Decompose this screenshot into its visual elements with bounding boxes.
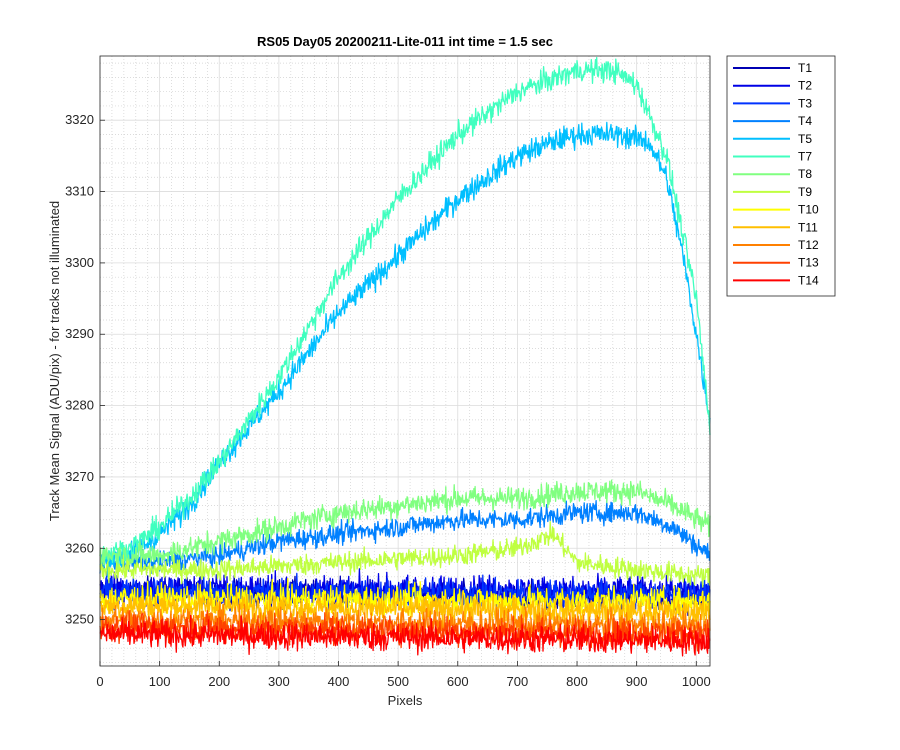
legend-label-t14: T14 (798, 273, 819, 287)
legend: T1 T2 T3 T4 T5 T7 T8 T9 T10 T11 T12 T13 T14 (726, 55, 836, 297)
y-tick-label: 3320 (65, 112, 94, 127)
series-line-t14 (99, 614, 711, 657)
legend-label-t11: T11 (798, 220, 818, 234)
legend-label-t1: T1 (798, 61, 812, 75)
x-tick-label: 1000 (682, 674, 711, 689)
y-tick-label: 3310 (65, 184, 94, 199)
plot-frame (99, 55, 711, 667)
x-tick-label: 900 (626, 674, 648, 689)
series-line-t5 (99, 121, 711, 578)
legend-label-t12: T12 (798, 238, 819, 252)
y-tick-label: 3280 (65, 398, 94, 413)
y-tick-label: 3250 (65, 612, 94, 627)
series-line-t4 (99, 499, 711, 576)
series-line-t12 (99, 601, 711, 644)
y-tick-label: 3260 (65, 540, 94, 555)
x-tick-label: 100 (149, 674, 171, 689)
x-tick-label: 800 (566, 674, 588, 689)
legend-label-t13: T13 (798, 256, 819, 270)
legend-label-t7: T7 (798, 150, 812, 164)
x-tick-label: 300 (268, 674, 290, 689)
x-tick-label: 600 (447, 674, 469, 689)
chart-title: RS05 Day05 20200211-Lite-011 int time = … (257, 34, 553, 49)
major-grid (99, 56, 710, 666)
series-line-t8 (99, 479, 711, 571)
x-axis: 0 100 200 300 400 500 600 700 800 900 1000 (96, 661, 711, 689)
legend-label-t3: T3 (798, 96, 812, 110)
legend-label-t2: T2 (798, 79, 812, 93)
series-line-t7 (99, 56, 711, 567)
y-axis-label: Track Mean Signal (ADU/pix) - for tracks… (47, 201, 62, 521)
x-tick-label: 0 (96, 674, 103, 689)
y-tick-label: 3290 (65, 326, 94, 341)
legend-label-t10: T10 (798, 203, 819, 217)
series-line-t9 (99, 520, 711, 588)
series-lines (99, 56, 711, 657)
legend-label-t8: T8 (798, 167, 812, 181)
y-axis: 3250 3260 3270 3280 3290 3300 3310 3320 (65, 112, 105, 627)
legend-label-t4: T4 (798, 114, 812, 128)
legend-box (726, 55, 836, 297)
x-tick-label: 400 (328, 674, 350, 689)
x-tick-label: 500 (387, 674, 409, 689)
x-axis-label: Pixels (388, 693, 423, 708)
y-tick-label: 3270 (65, 469, 94, 484)
y-tick-label: 3300 (65, 255, 94, 270)
legend-label-t9: T9 (798, 185, 812, 199)
x-tick-label: 200 (208, 674, 230, 689)
x-tick-label: 700 (507, 674, 529, 689)
legend-label-t5: T5 (798, 132, 812, 146)
